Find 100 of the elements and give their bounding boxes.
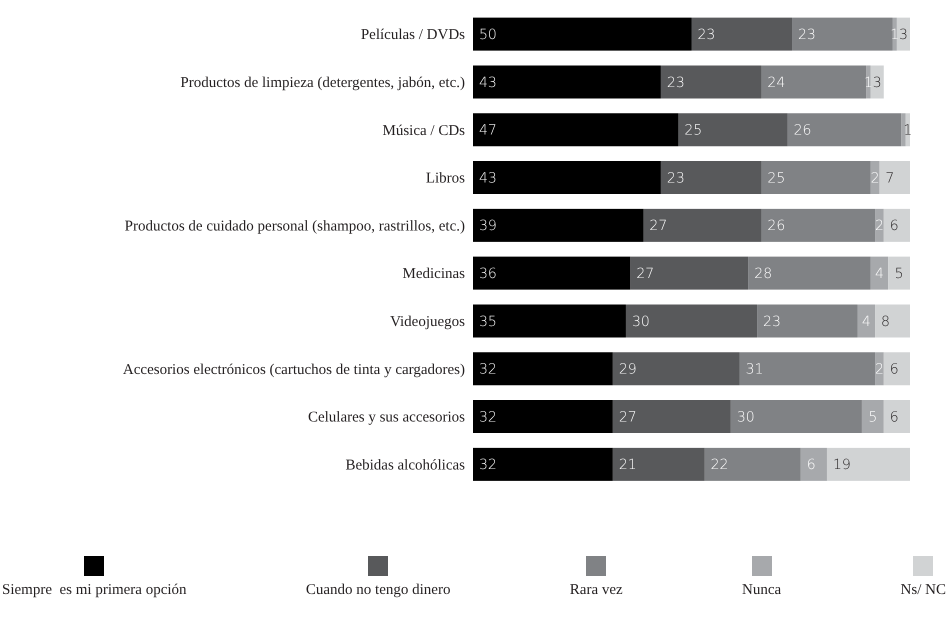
- bar: [792, 18, 893, 51]
- data-label: 31: [746, 362, 764, 378]
- data-label: 26: [794, 122, 812, 139]
- y-tick-label: Accesorios electrónicos (cartuchos de tinta y cargadores): [122, 362, 466, 378]
- data-label: 27: [636, 266, 654, 282]
- data-label: 8: [881, 314, 890, 330]
- bar: [906, 113, 910, 146]
- legend-label: Ns/ NC: [900, 582, 946, 599]
- data-label: 23: [666, 170, 685, 186]
- legend-label: Nunca: [742, 582, 782, 599]
- legend-label: Rara vez: [570, 582, 623, 599]
- data-label: 35: [479, 314, 497, 330]
- data-label: 22: [710, 457, 728, 474]
- bar: [800, 448, 827, 481]
- bar: [761, 65, 866, 98]
- bar: [473, 208, 644, 242]
- data-label: 28: [754, 266, 772, 282]
- data-label: 43: [479, 170, 497, 186]
- bar: [875, 304, 910, 338]
- data-label: 25: [767, 170, 786, 186]
- bar: [888, 256, 910, 290]
- y-tick-label: Productos de cuidado personal (shampoo, rastrillos, etc.): [124, 218, 465, 234]
- data-label: 4: [874, 266, 884, 282]
- bar: [473, 113, 678, 146]
- data-label: 27: [649, 218, 668, 234]
- bar: [892, 18, 897, 51]
- bar: [875, 352, 884, 386]
- bar: [870, 65, 884, 98]
- bar: [473, 65, 661, 98]
- bar: [884, 400, 910, 434]
- bar: [761, 208, 876, 242]
- bar: [875, 208, 884, 242]
- bar: [788, 113, 902, 146]
- data-label: 25: [684, 122, 702, 139]
- y-tick-label: Videojuegos: [390, 314, 466, 330]
- bar: [692, 18, 792, 51]
- data-label: 21: [618, 457, 637, 474]
- data-label: 32: [479, 362, 497, 378]
- data-label: 26: [767, 218, 786, 234]
- data-label: 6: [890, 409, 899, 426]
- data-label: 1: [903, 122, 912, 139]
- bar: [761, 161, 871, 194]
- bar: [870, 161, 880, 194]
- data-label: 23: [698, 27, 716, 44]
- data-label: 23: [798, 27, 816, 44]
- legend-label: Cuando no tengo dinero: [306, 582, 450, 599]
- y-tick-label: Medicinas: [402, 266, 466, 282]
- data-label: 30: [632, 314, 650, 330]
- data-label: 5: [894, 266, 904, 282]
- data-label: 2: [870, 170, 880, 186]
- data-label: 6: [890, 362, 899, 378]
- bar: [473, 304, 626, 338]
- bar: [643, 208, 762, 242]
- bar: [748, 256, 871, 290]
- y-tick-label: Películas / DVDs: [360, 27, 466, 44]
- bar: [896, 18, 910, 51]
- y-tick-label: Música / CDs: [382, 122, 466, 139]
- data-label: 3: [898, 27, 908, 44]
- legend-label: Siempre es mi primera opción: [2, 582, 187, 599]
- data-label: 50: [479, 27, 497, 44]
- y-tick-label: Celulares y sus accesorios: [308, 410, 466, 426]
- data-label: 43: [479, 74, 497, 91]
- bar: [704, 448, 801, 481]
- data-label: 6: [806, 457, 816, 474]
- data-label: 47: [479, 122, 497, 139]
- data-label: 1: [890, 27, 900, 44]
- bar: [473, 18, 692, 51]
- data-label: 1: [864, 74, 873, 91]
- data-label: 30: [736, 409, 755, 426]
- bar: [884, 352, 910, 386]
- bar: [862, 400, 884, 434]
- bar: [660, 161, 762, 194]
- bar: [740, 352, 876, 386]
- bar: [473, 400, 613, 434]
- bar: [612, 400, 731, 434]
- data-label: 24: [767, 74, 786, 91]
- bar: [473, 256, 630, 290]
- bar: [612, 448, 705, 481]
- data-label: 39: [479, 218, 497, 234]
- bar: [473, 161, 661, 194]
- y-tick-label: Libros: [426, 170, 466, 187]
- data-label: 32: [479, 457, 497, 474]
- data-label: 3: [872, 74, 882, 91]
- data-label: 19: [832, 457, 851, 474]
- bar: [826, 448, 910, 481]
- bar: [612, 352, 740, 386]
- bar: [473, 448, 613, 481]
- bar: [473, 352, 613, 386]
- y-tick-label: Productos de limpieza (detergentes, jabón, etc.): [180, 75, 465, 92]
- bar: [660, 65, 762, 98]
- data-label: 2: [874, 218, 884, 234]
- data-label: 32: [479, 409, 497, 426]
- bar: [879, 161, 910, 194]
- data-label: 2: [874, 362, 884, 378]
- bar: [678, 113, 788, 146]
- bar: [884, 208, 910, 242]
- data-label: 5: [868, 409, 878, 426]
- bar: [858, 304, 876, 338]
- data-label: 23: [763, 314, 781, 330]
- bar: [757, 304, 858, 338]
